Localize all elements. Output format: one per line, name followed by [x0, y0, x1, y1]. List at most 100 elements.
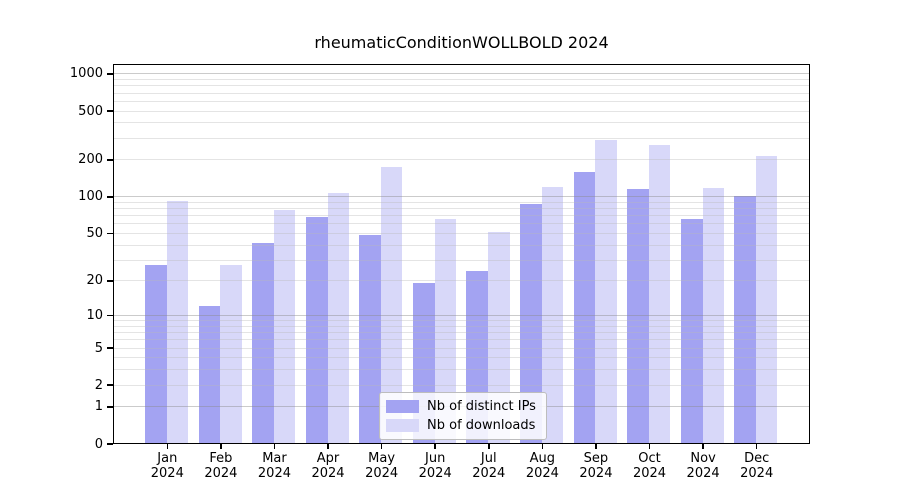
bar-downloads-mar [273, 210, 296, 443]
bar-distinct-ips-sep [573, 171, 596, 443]
bar-downloads-may [381, 167, 403, 443]
gridline-minor [114, 201, 809, 203]
x-tick-label: Oct 2024 [632, 451, 667, 481]
y-tick [107, 110, 113, 112]
x-tick-label: Jul 2024 [472, 451, 506, 481]
x-tick-label: Jun 2024 [418, 451, 452, 481]
gridline-minor [114, 100, 809, 102]
x-tick-label: Aug 2024 [525, 451, 559, 481]
bar-downloads-apr [327, 193, 349, 443]
x-tick-label: Sep 2024 [579, 451, 613, 481]
legend-label-downloads: Nb of downloads [427, 418, 536, 433]
bar-downloads-oct [649, 145, 671, 443]
legend-label-distinct-ips: Nb of distinct IPs [427, 399, 536, 414]
gridline-minor [114, 110, 809, 112]
x-tick [488, 444, 490, 449]
legend-item-distinct-ips: Nb of distinct IPs [386, 399, 540, 414]
bar-distinct-ips-apr [305, 217, 328, 443]
bar-downloads-nov [702, 187, 724, 443]
x-tick [327, 444, 329, 449]
y-tick [107, 196, 113, 198]
bar-downloads-aug [541, 187, 564, 443]
y-tick-label: 10 [86, 308, 103, 324]
y-tick-label: 2 [94, 377, 103, 393]
gridline-minor [114, 280, 809, 282]
gridline-minor [114, 232, 809, 234]
y-tick [107, 232, 113, 235]
gridline-minor [114, 79, 809, 81]
bar-distinct-ips-nov [680, 218, 703, 443]
bar-downloads-sep [595, 139, 617, 443]
y-tick [107, 73, 113, 75]
gridline-minor [114, 208, 809, 210]
y-tick-label: 1 [94, 399, 103, 415]
bar-distinct-ips-mar [252, 242, 274, 443]
y-tick [107, 384, 113, 386]
y-tick-label: 50 [86, 225, 103, 241]
x-tick-label: Apr 2024 [311, 451, 345, 481]
gridline-minor [114, 137, 809, 139]
gridline-minor [114, 339, 809, 341]
gridline-major [114, 315, 809, 317]
gridline-minor [114, 159, 809, 161]
y-tick-label: 1000 [69, 66, 103, 82]
chart-title: rheumaticConditionWOLLBOLD 2024 [314, 33, 609, 52]
gridline-major [114, 73, 809, 75]
y-tick-label: 0 [94, 436, 103, 452]
gridline-minor [114, 244, 809, 246]
bar-downloads-jul [488, 232, 510, 443]
gridline-minor [114, 223, 809, 225]
bar-distinct-ips-may [359, 234, 382, 443]
bar-distinct-ips-feb [198, 305, 221, 443]
bar-downloads-dec [756, 156, 778, 443]
x-tick [434, 444, 436, 449]
x-tick [541, 444, 544, 449]
bar-downloads-jan [166, 200, 189, 443]
bar-distinct-ips-aug [520, 204, 542, 443]
y-tick-label: 500 [78, 103, 103, 119]
gridline-major [114, 196, 809, 198]
legend-swatch-downloads [386, 419, 419, 432]
legend-swatch-distinct-ips [386, 400, 419, 413]
gridline-minor [114, 259, 809, 261]
gridline-minor [114, 357, 809, 359]
y-tick [107, 443, 113, 445]
gridline-minor [114, 320, 809, 322]
y-tick [107, 280, 113, 282]
x-tick [220, 444, 222, 449]
y-tick [107, 314, 113, 317]
x-tick-label: Nov 2024 [686, 451, 720, 481]
legend-item-downloads: Nb of downloads [386, 418, 540, 433]
gridline-minor [114, 384, 809, 386]
gridline-minor [114, 369, 809, 371]
x-tick-label: Feb 2024 [204, 451, 238, 481]
y-tick [107, 159, 113, 161]
x-tick-label: Mar 2024 [257, 451, 291, 481]
x-tick [702, 444, 704, 449]
x-tick [166, 444, 169, 449]
bar-downloads-feb [220, 264, 242, 443]
gridline-minor [114, 332, 809, 334]
y-tick-label: 100 [78, 189, 103, 205]
y-tick [107, 406, 113, 408]
bar-distinct-ips-jan [145, 264, 167, 443]
bar-distinct-ips-dec [734, 195, 757, 443]
y-tick-label: 20 [86, 273, 103, 289]
x-tick-label: May 2024 [365, 451, 399, 481]
bar-distinct-ips-oct [627, 189, 650, 443]
x-tick [648, 444, 651, 449]
plot-area [113, 64, 810, 444]
gridline-minor [114, 85, 809, 87]
gridline-minor [114, 325, 809, 327]
legend: Nb of distinct IPs Nb of downloads [379, 392, 547, 440]
x-tick-label: Dec 2024 [740, 451, 774, 481]
x-tick [595, 444, 597, 449]
x-tick-label: Jan 2024 [150, 451, 184, 481]
gridline-minor [114, 215, 809, 217]
gridline-minor [114, 347, 809, 349]
y-tick [107, 347, 113, 349]
bar-downloads-jun [434, 219, 456, 443]
y-tick-label: 200 [78, 152, 103, 168]
y-tick-label: 5 [94, 340, 103, 356]
